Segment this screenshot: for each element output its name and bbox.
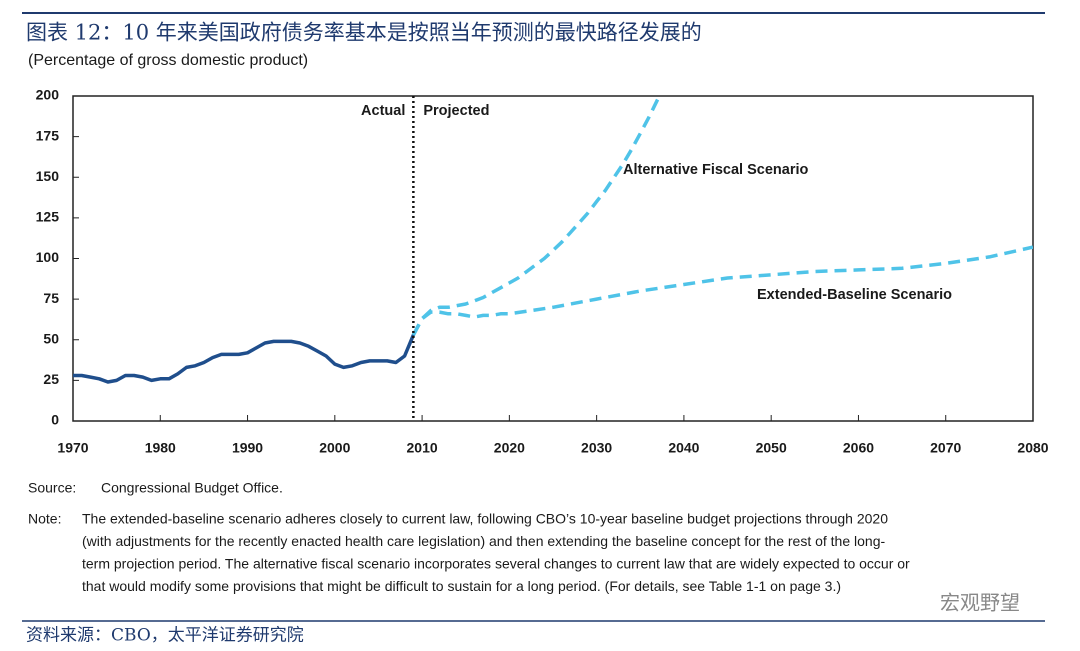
annotation: Actual [361,103,405,119]
footer: 资料来源：CBO，太平洋证券研究院 [26,626,304,646]
x-tick-label: 1970 [57,440,88,456]
y-tick-label: 150 [36,168,60,184]
x-tick-label: 2040 [668,440,699,456]
source-label: Source: [28,480,76,496]
series-line [411,245,1033,336]
annotation: Projected [423,103,489,119]
watermark: 宏观野望 [940,591,1020,614]
y-tick-label: 125 [36,209,60,225]
x-tick-label: 2070 [930,440,961,456]
x-tick-label: 2050 [756,440,787,456]
subtitle: (Percentage of gross domestic product) [28,52,308,69]
y-tick-label: 25 [43,371,59,387]
series-line [73,334,416,384]
x-tick-label: 2000 [319,440,350,456]
plot-area [73,98,1033,384]
x-tick-label: 2080 [1017,440,1048,456]
x-tick-label: 1990 [232,440,263,456]
series-label: Extended-Baseline Scenario [757,287,952,303]
source-text: Congressional Budget Office. [101,480,283,496]
note-lines: The extended-baseline scenario adheres c… [82,511,910,595]
note-line: (with adjustments for the recently enact… [82,533,885,549]
note-line: The extended-baseline scenario adheres c… [82,511,888,527]
y-tick-label: 75 [43,290,59,306]
series-label: Alternative Fiscal Scenario [623,162,808,178]
x-tick-label: 2030 [581,440,612,456]
note-line: term projection period. The alternative … [82,556,910,572]
series-line [411,98,660,336]
y-tick-label: 175 [36,127,60,143]
note-line: that would modify some provisions that m… [82,578,841,594]
x-tick-label: 2060 [843,440,874,456]
title: 图表 12：10 年来美国政府债务率基本是按照当年预测的最快路径发展的 [26,21,702,45]
x-tick-label: 2010 [407,440,438,456]
y-tick-label: 0 [51,412,59,428]
y-tick-label: 200 [36,87,60,103]
x-tick-label: 1980 [145,440,176,456]
plot-frame [72,95,1034,422]
y-tick-label: 100 [36,249,60,265]
x-tick-label: 2020 [494,440,525,456]
y-tick-label: 50 [43,330,59,346]
note-label: Note: [28,511,61,527]
